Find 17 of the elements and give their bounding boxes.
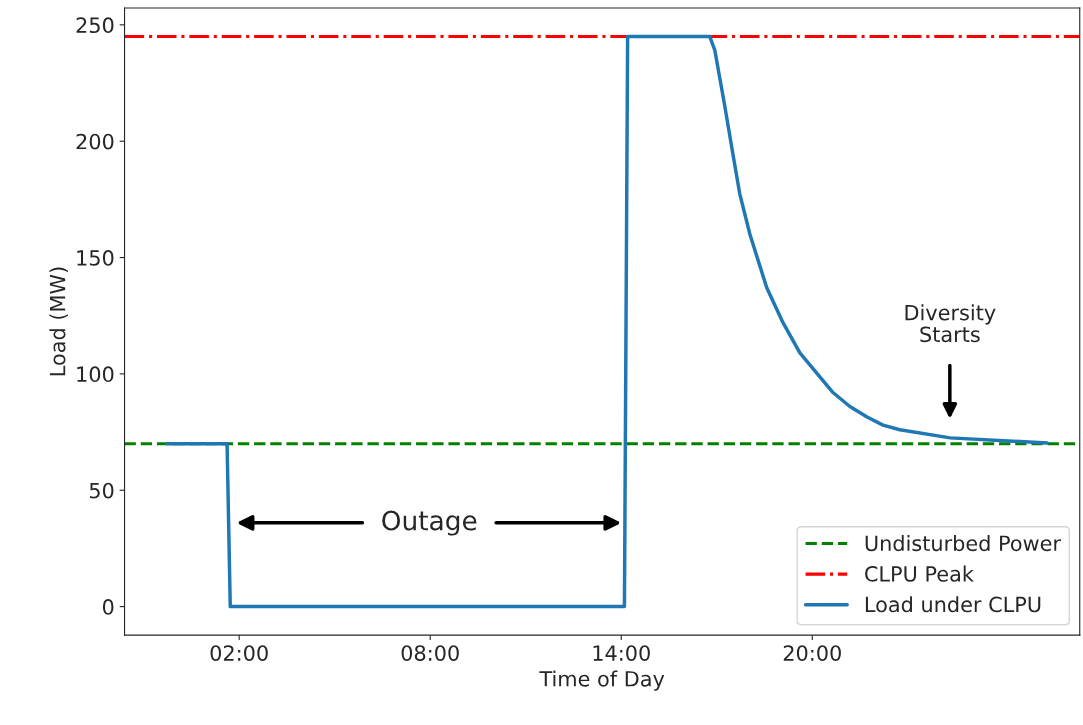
annotation: Diversity Starts: [905, 304, 996, 343]
legend-label: CLPU Peak: [865, 565, 974, 582]
y-tick-label: 50: [89, 482, 114, 499]
x-tick-label: 20:00: [783, 645, 841, 661]
y-tick-label: 0: [102, 599, 114, 615]
x-axis-title: Time of Day: [539, 670, 665, 691]
y-tick-label: 200: [76, 133, 114, 150]
y-tick-label: 250: [76, 17, 114, 34]
legend-label: Load under CLPU: [865, 596, 1041, 613]
y-axis-title: Load (MW): [49, 267, 68, 376]
x-tick-label: 14:00: [593, 645, 650, 661]
x-tick-label: 08:00: [401, 645, 459, 661]
annotation: Outage: [382, 510, 477, 536]
y-tick-label: 100: [77, 366, 114, 383]
legend-label: Undisturbed Power: [865, 535, 1061, 552]
x-tick-label: 02:00: [210, 645, 268, 661]
y-tick-label: 150: [77, 250, 114, 266]
